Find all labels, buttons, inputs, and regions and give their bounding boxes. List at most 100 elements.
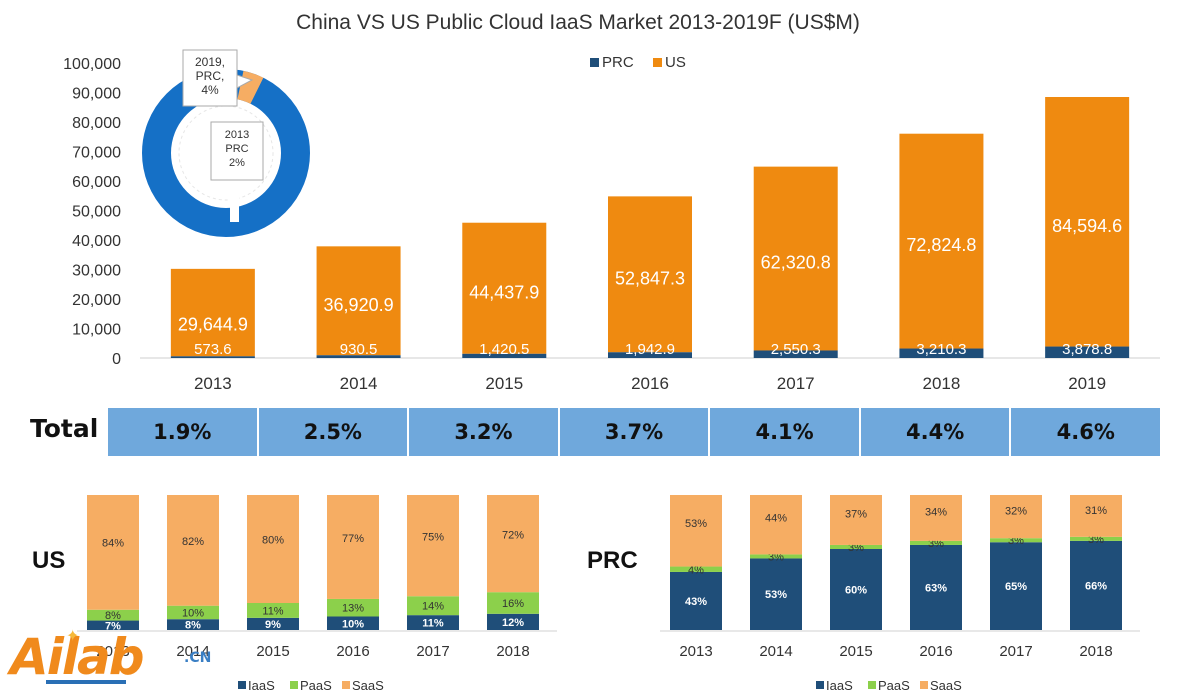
- logo-underline: [46, 680, 126, 698]
- mix-bar-paas-2015: [247, 603, 299, 618]
- mix-label-paas-2016: 13%: [342, 603, 364, 615]
- mix-label-saas-2014: 82%: [182, 536, 204, 548]
- bar-us-2015: [462, 222, 547, 354]
- bar-prc-2015: [462, 353, 547, 358]
- mix-label-iaas-2015: 9%: [265, 619, 281, 631]
- mix-label-saas-2016: 77%: [342, 533, 364, 545]
- mix-legend-label-saas: SaaS: [930, 678, 962, 693]
- callout-2013-prc: 2013 PRC 2%: [210, 121, 264, 181]
- mix-chart-title: US: [32, 547, 65, 574]
- bar-us-2013: [170, 268, 255, 357]
- mix-label-iaas-2016: 63%: [925, 582, 947, 594]
- y-tick-label: 80,000: [72, 115, 121, 132]
- total-cells: 1.9% 2.5% 3.2% 3.7% 4.1% 4.4% 4.6%: [108, 408, 1160, 456]
- mix-label-saas-2018: 31%: [1085, 505, 1107, 517]
- mix-bar-iaas-2016: [327, 616, 379, 630]
- logo-suffix: .CN: [184, 650, 212, 666]
- mix-bar-paas-2018: [487, 592, 539, 614]
- mix-label-paas-2013: 8%: [105, 610, 121, 622]
- logo-star-icon: ✦: [66, 628, 80, 645]
- x-tick-label-2015: 2015: [485, 374, 523, 393]
- mix-bar-iaas-2014: [750, 558, 802, 630]
- total-cell-2014: 2.5%: [256, 408, 408, 456]
- bar-prc-2013: [170, 356, 255, 358]
- mix-legend-label-paas: PaaS: [300, 678, 332, 693]
- mix-legend: IaaS PaaS SaaS: [816, 678, 962, 693]
- mix-label-saas-2013: 53%: [685, 518, 707, 530]
- data-label-us-2016: 52,847.3: [615, 268, 685, 288]
- y-tick-label: 40,000: [72, 233, 121, 250]
- mix-legend-label-saas: SaaS: [352, 678, 384, 693]
- total-cell-2015: 3.2%: [407, 408, 558, 456]
- mix-bar-saas-2014: [167, 495, 219, 606]
- mix-label-paas-2017: 14%: [422, 601, 444, 613]
- data-label-prc-2018: 3,210.3: [916, 341, 966, 358]
- prc-mix-chart: PRC 43% 4% 53% 2013 53% 3% 44% 2014 60% 3% 37% 2015 6…: [587, 495, 1140, 693]
- mix-x-tick-2016: 2016: [919, 643, 952, 660]
- mix-x-tick-2013: 2013: [96, 643, 129, 660]
- total-cell-2016: 3.7%: [557, 408, 709, 456]
- mix-label-saas-2014: 44%: [765, 513, 787, 525]
- mix-chart-title: PRC: [587, 547, 638, 574]
- data-label-prc-2016: 1,942.9: [625, 341, 675, 358]
- inner-label-text-line: 2013: [225, 129, 249, 141]
- mix-label-saas-2015: 37%: [845, 508, 867, 520]
- mix-bar-saas-2014: [750, 495, 802, 555]
- mix-bar-saas-2017: [407, 495, 459, 597]
- mix-bar-iaas-2014: [167, 619, 219, 630]
- data-label-prc-2013: 573.6: [194, 341, 232, 358]
- mix-bar-iaas-2015: [830, 549, 882, 630]
- mix-label-paas-2015: 11%: [262, 605, 283, 617]
- inner-label-text-line: PRC: [225, 143, 248, 155]
- y-tick-label: 100,000: [63, 56, 121, 73]
- mix-label-paas-2018: 16%: [502, 598, 524, 610]
- mix-label-iaas-2014: 8%: [185, 620, 201, 632]
- callout-2019-prc: 2019,PRC,4%: [182, 49, 254, 107]
- total-cell-2013: 1.9%: [153, 420, 212, 444]
- bar-us-2016: [608, 196, 692, 353]
- mix-bar-saas-2018: [1070, 495, 1122, 537]
- mix-bar-saas-2013: [670, 495, 722, 567]
- bar-prc-2014: [316, 355, 401, 358]
- y-tick-label: 30,000: [72, 263, 121, 280]
- mix-label-iaas-2013: 43%: [685, 596, 707, 608]
- mix-bar-paas-2015: [830, 544, 882, 549]
- legend: PRC US: [590, 54, 686, 71]
- bar-prc-2017: [753, 350, 838, 358]
- x-tick-label-2019: 2019: [1068, 374, 1106, 393]
- x-tick-label-2018: 2018: [923, 374, 961, 393]
- mix-x-tick-2016: 2016: [336, 643, 369, 660]
- mix-bar-paas-2013: [87, 609, 139, 621]
- total-share-row: Total 1.9% 2.5% 3.2% 3.7% 4.1% 4.4% 4.6%: [0, 408, 1187, 456]
- mix-x-tick-2014: 2014: [176, 643, 209, 660]
- mix-bar-iaas-2015: [247, 617, 299, 630]
- mix-label-paas-2015: 3%: [848, 542, 864, 554]
- mix-x-tick-2014: 2014: [759, 643, 792, 660]
- mix-bar-paas-2017: [990, 538, 1042, 543]
- chart-title: China VS US Public Cloud IaaS Market 201…: [296, 11, 860, 34]
- y-tick-label: 10,000: [72, 322, 121, 339]
- mix-bar-iaas-2018: [487, 613, 539, 630]
- mix-bar-saas-2013: [87, 495, 139, 610]
- mix-legend-label-iaas: IaaS: [826, 678, 853, 693]
- mix-bar-paas-2018: [1070, 536, 1122, 541]
- mix-label-saas-2015: 80%: [262, 535, 284, 547]
- bar-prc-2016: [608, 352, 692, 358]
- total-cell-2018: 4.4%: [858, 408, 1010, 456]
- mix-bar-paas-2014: [750, 554, 802, 559]
- callout-text-line: 2019,: [195, 55, 225, 69]
- mix-label-iaas-2013: 7%: [105, 620, 121, 632]
- mix-bar-paas-2017: [407, 596, 459, 616]
- bar-us-2014: [316, 246, 401, 356]
- mix-legend-swatch-iaas: [816, 681, 824, 689]
- mix-label-iaas-2017: 65%: [1005, 581, 1027, 593]
- mix-bar-saas-2016: [327, 495, 379, 599]
- data-label-us-2015: 44,437.9: [469, 282, 539, 302]
- mix-label-paas-2018: 3%: [1088, 534, 1104, 546]
- mix-bar-paas-2014: [167, 605, 219, 620]
- y-tick-label: 0: [112, 351, 121, 368]
- mix-bar-iaas-2017: [407, 615, 459, 630]
- mix-legend-label-paas: PaaS: [878, 678, 910, 693]
- mix-bar-iaas-2013: [670, 571, 722, 630]
- x-tick-label-2016: 2016: [631, 374, 669, 393]
